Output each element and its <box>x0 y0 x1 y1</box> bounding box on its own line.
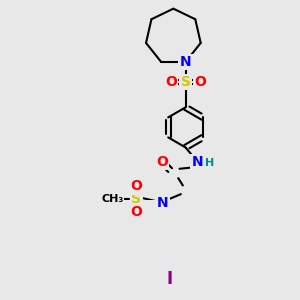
Text: H: H <box>205 158 214 168</box>
Text: O: O <box>156 155 168 169</box>
Text: N: N <box>157 196 169 210</box>
Text: O: O <box>194 75 206 89</box>
Text: S: S <box>181 75 190 89</box>
Text: O: O <box>130 205 142 218</box>
Text: N: N <box>192 155 203 169</box>
Text: O: O <box>165 75 177 89</box>
Text: N: N <box>180 55 191 69</box>
Text: O: O <box>130 179 142 193</box>
Text: I: I <box>167 270 172 288</box>
Text: CH₃: CH₃ <box>102 194 124 205</box>
Text: S: S <box>131 193 141 206</box>
